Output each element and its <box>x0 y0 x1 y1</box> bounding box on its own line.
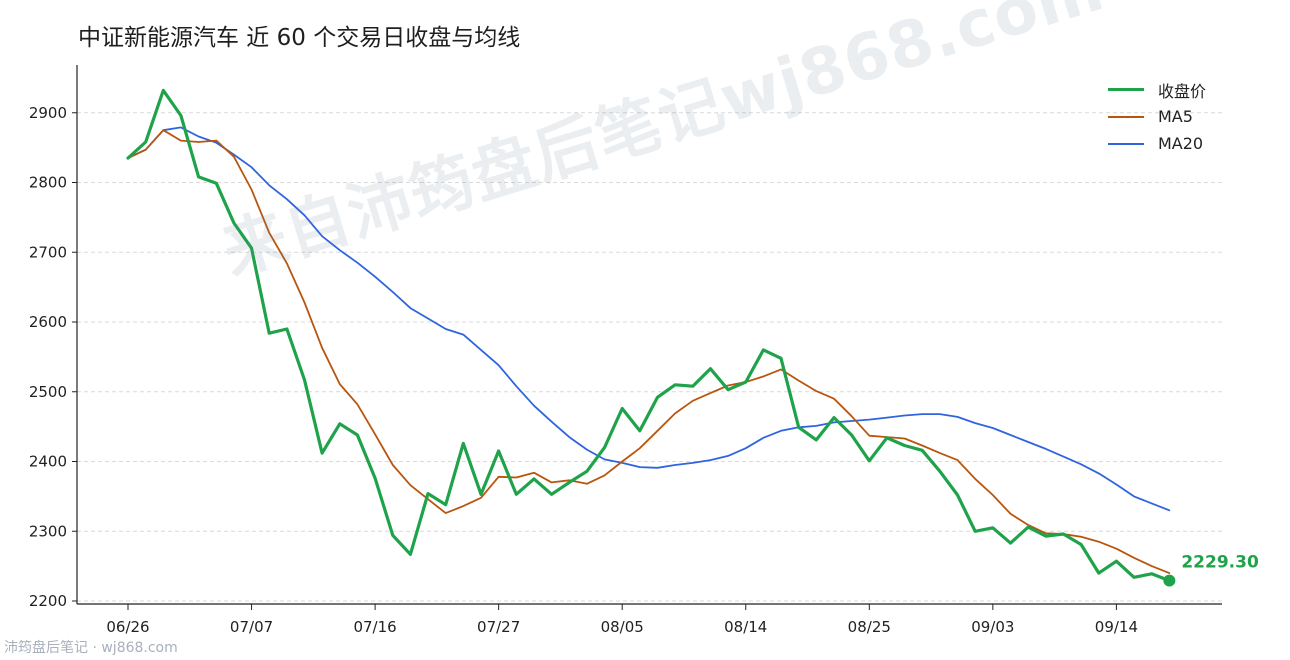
y-tick-label: 2800 <box>29 174 67 192</box>
y-tick-label: 2700 <box>29 243 67 261</box>
axes: 2200 2300 2400 2500 2600 2700 2800 2900 06/26 07/… <box>29 65 1222 636</box>
legend-swatch-ma20 <box>1108 142 1144 145</box>
footer-credit: 沛筠盘后笔记 · wj868.com <box>4 640 178 656</box>
legend-label-close: 收盘价 <box>1158 81 1207 101</box>
series-ma20 <box>127 126 1171 512</box>
y-tick-label: 2900 <box>29 104 67 122</box>
x-tick-label: 08/25 <box>848 618 891 636</box>
y-tick-label: 2300 <box>29 522 67 540</box>
x-tick-label: 06/26 <box>106 618 149 636</box>
x-tick-label: 09/03 <box>971 618 1014 636</box>
y-tick-label: 2600 <box>29 313 67 331</box>
x-tick-label: 08/05 <box>601 618 644 636</box>
x-tick-label: 09/14 <box>1095 618 1138 636</box>
x-tick-label: 08/14 <box>724 618 767 636</box>
series-ma5 <box>127 129 1171 574</box>
y-tick-label: 2500 <box>29 383 67 401</box>
legend: 收盘价 MA5 MA20 <box>1108 76 1206 157</box>
x-tick-label: 07/16 <box>353 618 396 636</box>
chart-title: 中证新能源汽车 近 60 个交易日收盘与均线 <box>78 25 521 51</box>
last-close-label: 2229.30 <box>1181 553 1259 573</box>
legend-item-ma5: MA5 <box>1108 103 1206 130</box>
x-tick-label: 07/07 <box>230 618 273 636</box>
legend-swatch-ma5 <box>1108 115 1144 118</box>
y-tick-label: 2200 <box>29 592 67 610</box>
last-close-point <box>1163 574 1176 587</box>
legend-swatch-close <box>1108 88 1144 91</box>
legend-item-ma20: MA20 <box>1108 130 1206 157</box>
series-close <box>126 88 1171 583</box>
series-lines <box>126 88 1171 583</box>
x-tick-label: 07/27 <box>477 618 520 636</box>
y-tick-label: 2400 <box>29 453 67 471</box>
last-point-group: 2229.30 <box>1163 553 1259 587</box>
legend-item-close: 收盘价 <box>1108 76 1206 103</box>
legend-label-ma5: MA5 <box>1158 107 1193 126</box>
legend-label-ma20: MA20 <box>1158 134 1204 153</box>
